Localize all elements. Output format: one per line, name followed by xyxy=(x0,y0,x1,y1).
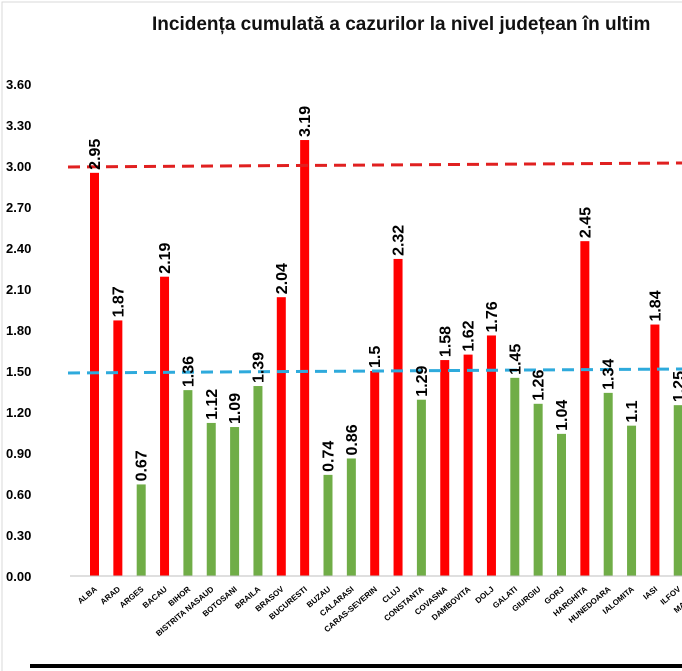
data-label: 2.95 xyxy=(87,139,104,170)
threshold-lines xyxy=(67,161,682,375)
bar xyxy=(416,399,426,576)
bar xyxy=(113,320,123,576)
x-tick-label: ALBA xyxy=(76,584,99,605)
value-labels: 2.95 1.87 0.67 2.19 1.36 1.12 1.09 1.39 2.04 3.19… xyxy=(87,106,682,482)
data-label: 1.84 xyxy=(647,290,664,321)
y-tick-label: 0.00 xyxy=(6,569,31,584)
y-tick-label: 1.80 xyxy=(6,323,31,338)
y-tick-label: 1.50 xyxy=(6,364,31,379)
data-label: 0.86 xyxy=(344,424,361,455)
data-label: 1.1 xyxy=(624,400,641,422)
x-tick-label: ARGES xyxy=(118,584,146,610)
y-tick-label: 0.90 xyxy=(6,446,31,461)
bar xyxy=(533,403,543,576)
chart-title: Incidența cumulată a cazurilor la nivel … xyxy=(152,14,651,35)
bar xyxy=(486,335,496,576)
data-label: 1.62 xyxy=(461,320,478,351)
bar xyxy=(650,324,660,576)
data-label: 2.45 xyxy=(577,207,594,238)
bar xyxy=(323,474,333,576)
data-label: 1.34 xyxy=(601,359,618,390)
y-tick-label: 0.60 xyxy=(6,487,31,502)
y-tick-label: 2.70 xyxy=(6,200,31,215)
data-label: 1.45 xyxy=(507,344,524,375)
y-tick-label: 2.10 xyxy=(6,282,31,297)
bar xyxy=(603,392,613,576)
data-label: 1.58 xyxy=(437,326,454,357)
data-label: 2.19 xyxy=(157,242,174,273)
data-label: 1.26 xyxy=(531,370,548,401)
x-tick-label: IASI xyxy=(641,585,659,602)
data-label: 0.74 xyxy=(321,441,338,472)
threshold-line-high xyxy=(67,161,682,169)
data-label: 1.5 xyxy=(367,346,384,368)
data-label: 2.04 xyxy=(274,263,291,294)
data-label: 1.39 xyxy=(250,352,267,383)
data-label: 1.87 xyxy=(110,286,127,317)
bar xyxy=(230,427,240,576)
bar xyxy=(183,390,193,576)
data-label: 1.29 xyxy=(414,365,431,396)
bars xyxy=(90,140,682,577)
bar xyxy=(557,433,566,576)
bar xyxy=(90,172,99,577)
data-label: 1.36 xyxy=(180,356,197,387)
y-axis-ticks: 0.00 0.30 0.60 0.90 1.20 1.50 1.80 2.10 2.40 2.70… xyxy=(6,77,31,584)
data-label: 1.04 xyxy=(554,400,571,431)
y-tick-label: 3.30 xyxy=(6,118,31,133)
data-label: 1.25 xyxy=(671,371,682,402)
bar xyxy=(370,371,380,576)
bar xyxy=(253,386,263,576)
data-label: 3.19 xyxy=(297,106,314,137)
data-label: 1.12 xyxy=(204,389,221,420)
threshold-line-low xyxy=(67,367,682,375)
y-tick-label: 3.00 xyxy=(6,159,31,174)
data-label: 2.32 xyxy=(391,225,408,256)
bar xyxy=(627,425,637,576)
data-label: 1.09 xyxy=(227,393,244,424)
bar xyxy=(673,405,682,576)
y-tick-label: 2.40 xyxy=(6,241,31,256)
bar xyxy=(346,458,356,576)
bar xyxy=(160,276,170,576)
bar xyxy=(300,140,310,577)
x-tick-label: BACAU xyxy=(141,584,169,610)
bar xyxy=(206,422,216,576)
bar xyxy=(580,241,590,576)
bar xyxy=(440,360,450,576)
bar xyxy=(276,297,286,576)
bar xyxy=(463,354,473,576)
data-label: 1.76 xyxy=(484,301,501,332)
bar xyxy=(393,258,403,576)
y-tick-label: 0.30 xyxy=(6,528,31,543)
bar xyxy=(136,484,146,576)
bar xyxy=(510,377,520,576)
data-label: 0.67 xyxy=(134,450,151,481)
y-tick-label: 3.60 xyxy=(6,77,31,92)
y-tick-label: 1.20 xyxy=(6,405,31,420)
